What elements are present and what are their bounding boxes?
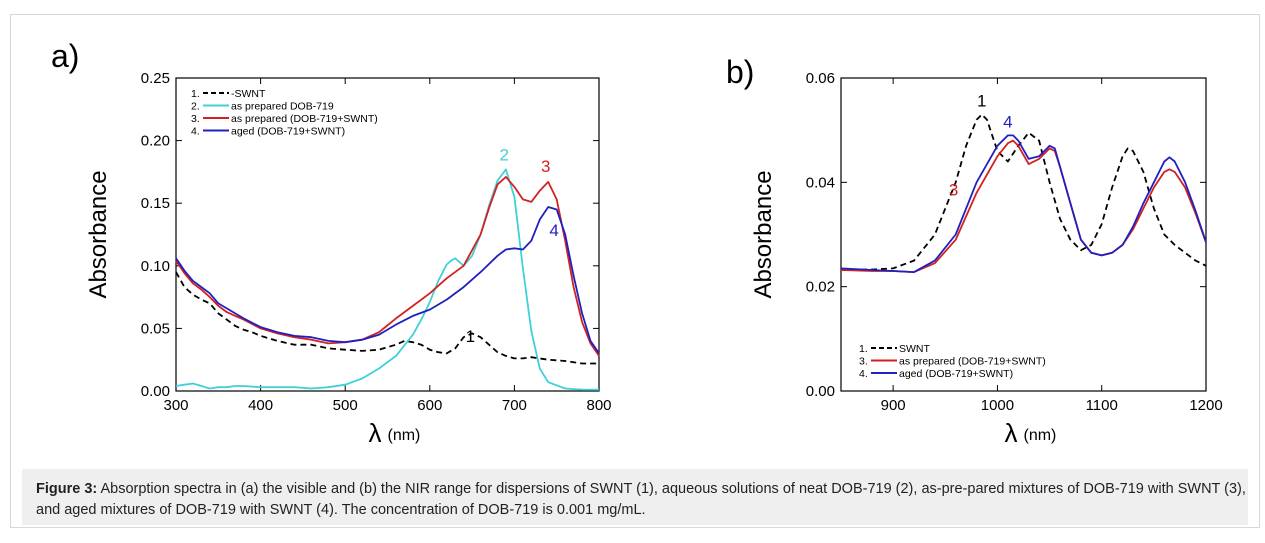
panel-b-legend-number: 4. bbox=[859, 368, 868, 380]
panel-b-legend-number: 3. bbox=[859, 356, 868, 368]
panel-a-legend-label: aged (DOB-719+SWNT) bbox=[231, 126, 345, 138]
panel-a-y-tick-label: 0.00 bbox=[141, 383, 170, 400]
panel-a-x-tick-label: 400 bbox=[248, 397, 273, 414]
panel-a-x-tick-label: 500 bbox=[333, 397, 358, 414]
panel-a-x-tick-label: 700 bbox=[502, 397, 527, 414]
panel-a-x-tick-label: 800 bbox=[586, 397, 611, 414]
panel-b-x-tick-label: 1100 bbox=[1086, 397, 1118, 414]
panel-a-legend-number: 1. bbox=[191, 88, 200, 100]
panel-b-y-tick-label: 0.06 bbox=[806, 70, 835, 87]
panel-a-y-tick-label: 0.10 bbox=[141, 258, 170, 275]
panel-a-y-tick-label: 0.20 bbox=[141, 133, 170, 150]
panel-a-legend-label: as prepared (DOB-719+SWNT) bbox=[231, 113, 378, 125]
panel-b-legend-number: 1. bbox=[859, 343, 868, 355]
panel-a-y-tick-label: 0.05 bbox=[141, 320, 170, 337]
panel-a-legend-number: 2. bbox=[191, 101, 200, 113]
panel-a-y-tick-label: 0.25 bbox=[141, 70, 170, 87]
panel-a-y-axis-label: Absorbance bbox=[85, 170, 112, 298]
panel-a-label: a) bbox=[51, 38, 79, 74]
panel-a-x-axis-symbol: λ bbox=[369, 418, 382, 448]
panel-a-x-tick-label: 300 bbox=[163, 397, 188, 414]
panel-b-legend-label: aged (DOB-719+SWNT) bbox=[899, 368, 1013, 380]
panel-b-x-axis-symbol: λ bbox=[1005, 418, 1018, 448]
panel-b-plot-frame bbox=[840, 77, 1207, 392]
figure-svg: a) 300 400 500 600 700 800 0.00 0.05 0.10 0.15 0.20… bbox=[51, 38, 1223, 448]
panel-b-annotation-3: 3 bbox=[949, 180, 958, 199]
panel-b-series-1-line bbox=[840, 113, 1207, 271]
panel-a-series-2-line bbox=[175, 168, 599, 391]
panel-a-series-1-line bbox=[175, 271, 599, 365]
panel-a-series-4-line bbox=[175, 206, 600, 354]
panel-b-x-tick-label: 900 bbox=[881, 397, 906, 414]
panel-b-annotation-4: 4 bbox=[1003, 113, 1012, 132]
panel-b-legend-label: as prepared (DOB-719+SWNT) bbox=[899, 356, 1046, 368]
panel-a-x-tick-label: 600 bbox=[417, 397, 442, 414]
panel-a-series-3-line bbox=[175, 176, 600, 357]
panel-b-series-3-line bbox=[840, 139, 1207, 273]
panel-b-y-axis-label: Absorbance bbox=[750, 170, 777, 298]
panel-b-annotation-1: 1 bbox=[977, 92, 986, 111]
panel-a-legend-label: -SWNT bbox=[231, 88, 266, 100]
panel-b-y-tick-label: 0.04 bbox=[806, 174, 835, 191]
panel-a-x-axis-unit: (nm) bbox=[388, 427, 421, 444]
panel-b-label: b) bbox=[726, 54, 754, 90]
panel-a-legend-number: 3. bbox=[191, 113, 200, 125]
figure-frame: a) 300 400 500 600 700 800 0.00 0.05 0.10 0.15 0.20… bbox=[10, 14, 1260, 528]
panel-a-annotation-2: 2 bbox=[500, 146, 509, 165]
panel-a-y-tick-label: 0.15 bbox=[141, 195, 170, 212]
panel-a-plot-frame bbox=[175, 77, 600, 392]
panel-b-x-axis-unit: (nm) bbox=[1024, 427, 1057, 444]
panel-b-series-4-line bbox=[840, 134, 1207, 273]
caption-text: Absorption spectra in (a) the visible an… bbox=[36, 481, 1246, 518]
panel-a-legend-number: 4. bbox=[191, 126, 200, 138]
panel-a-annotation-4: 4 bbox=[549, 221, 558, 240]
panel-b-y-tick-label: 0.00 bbox=[806, 383, 835, 400]
figure-caption: Figure 3: Absorption spectra in (a) the … bbox=[22, 469, 1248, 525]
panel-b-x-tick-label: 1200 bbox=[1189, 397, 1222, 414]
caption-label: Figure 3: bbox=[36, 481, 98, 497]
panel-b-x-tick-label: 1000 bbox=[981, 397, 1014, 414]
panel-b-y-tick-label: 0.02 bbox=[806, 279, 835, 296]
panel-a-annotation-1: 1 bbox=[466, 327, 475, 346]
panel-a-legend-label: as prepared DOB-719 bbox=[231, 101, 334, 113]
panel-b-legend-label: SWNT bbox=[899, 343, 930, 355]
panel-a-annotation-3: 3 bbox=[541, 157, 550, 176]
